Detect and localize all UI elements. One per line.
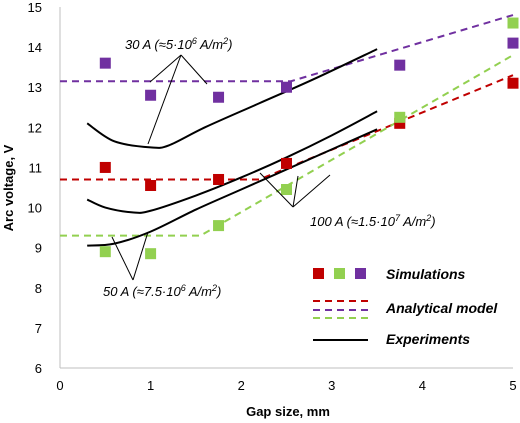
plot-area xyxy=(59,7,519,369)
analytical-line-red xyxy=(60,74,514,181)
annotation-100a-exponent: 7 xyxy=(395,213,401,223)
annotation-30a-square: 2 xyxy=(222,36,228,46)
y-tick-label: 10 xyxy=(28,201,42,216)
y-tick-label: 7 xyxy=(35,321,42,336)
x-axis-title: Gap size, mm xyxy=(246,404,330,419)
simulation-point-red xyxy=(99,161,111,173)
simulation-point-green xyxy=(507,17,519,29)
simulation-point-green xyxy=(213,220,225,232)
leader-50a-left xyxy=(111,236,134,281)
legend: Simulations Analytical model Experiments xyxy=(313,266,498,347)
annotation-100a-base: 100 A (≈1.5·10 xyxy=(310,214,396,229)
x-tick-label: 1 xyxy=(147,378,154,393)
legend-label-analytical: Analytical model xyxy=(385,300,498,316)
legend-label-simulations: Simulations xyxy=(386,266,466,282)
leader-100a-left xyxy=(259,172,294,208)
simulation-point-red xyxy=(281,157,292,169)
annotation-100a-square: 2 xyxy=(425,213,431,223)
y-tick-label: 6 xyxy=(35,361,42,376)
simulation-point-red xyxy=(213,173,225,185)
simulation-point-purple xyxy=(145,89,157,101)
annotation-50a-exponent: 6 xyxy=(181,283,186,293)
y-tick-label: 15 xyxy=(28,0,42,15)
simulation-point-green xyxy=(394,111,406,123)
legend-marker-purple xyxy=(355,268,366,279)
annotation-50a-close: ) xyxy=(215,284,221,299)
x-tick-label: 4 xyxy=(419,378,426,393)
simulation-point-purple xyxy=(394,59,406,71)
simulation-point-purple xyxy=(281,81,292,93)
annotation-30a-base: 30 A (≈5·10 xyxy=(125,37,193,52)
annotation-30a-exponent: 6 xyxy=(192,36,197,46)
legend-marker-green xyxy=(334,268,345,279)
leader-lines xyxy=(111,54,331,281)
simulation-point-purple xyxy=(507,37,519,49)
simulation-point-purple xyxy=(99,57,111,69)
x-tick-label: 3 xyxy=(328,378,335,393)
simulation-point-green xyxy=(99,246,111,258)
x-tick-label: 2 xyxy=(238,378,245,393)
leader-30a-left xyxy=(149,54,182,83)
annotation-30a: 30 A (≈5·106 A/m2) xyxy=(125,36,233,52)
simulation-point-purple xyxy=(213,91,225,103)
leader-50a-right xyxy=(132,231,149,281)
experiment-curve xyxy=(86,110,378,214)
experiment-curve xyxy=(87,128,378,247)
leader-100a-right xyxy=(292,174,331,208)
y-tick-label: 14 xyxy=(28,40,42,55)
annotation-100a: 100 A (≈1.5·107 A/m2) xyxy=(310,213,436,229)
y-axis-title: Arc voltage, V xyxy=(1,144,16,231)
legend-marker-red xyxy=(313,268,324,279)
y-tick-label: 9 xyxy=(35,241,42,256)
annotation-30a-unit: A/m xyxy=(197,37,223,52)
y-tick-label: 13 xyxy=(28,80,42,95)
leader-30a-right xyxy=(180,54,208,85)
simulation-point-red xyxy=(145,179,157,191)
legend-label-experiments: Experiments xyxy=(386,331,470,347)
experiment-curve xyxy=(86,48,378,149)
x-tick-label: 0 xyxy=(56,378,63,393)
simulation-point-green xyxy=(145,248,157,260)
analytical-line-purple xyxy=(60,14,514,83)
annotation-100a-unit: A/m xyxy=(400,214,426,229)
annotation-30a-close: ) xyxy=(226,37,232,52)
leader-100a-center xyxy=(292,175,299,208)
annotation-100a-close: ) xyxy=(429,214,435,229)
simulation-point-red xyxy=(394,117,406,129)
annotation-50a-unit: A/m xyxy=(186,284,212,299)
annotation-50a: 50 A (≈7.5·106 A/m2) xyxy=(103,283,221,299)
y-tick-label: 11 xyxy=(29,160,43,175)
x-tick-label: 5 xyxy=(509,378,516,393)
leader-30a-center xyxy=(147,54,182,145)
simulation-point-green xyxy=(281,184,292,196)
annotation-50a-square: 2 xyxy=(211,283,217,293)
y-tick-label: 8 xyxy=(35,281,42,296)
y-tick-label: 12 xyxy=(28,120,42,135)
annotation-50a-base: 50 A (≈7.5·10 xyxy=(103,284,181,299)
simulation-point-red xyxy=(507,77,519,89)
